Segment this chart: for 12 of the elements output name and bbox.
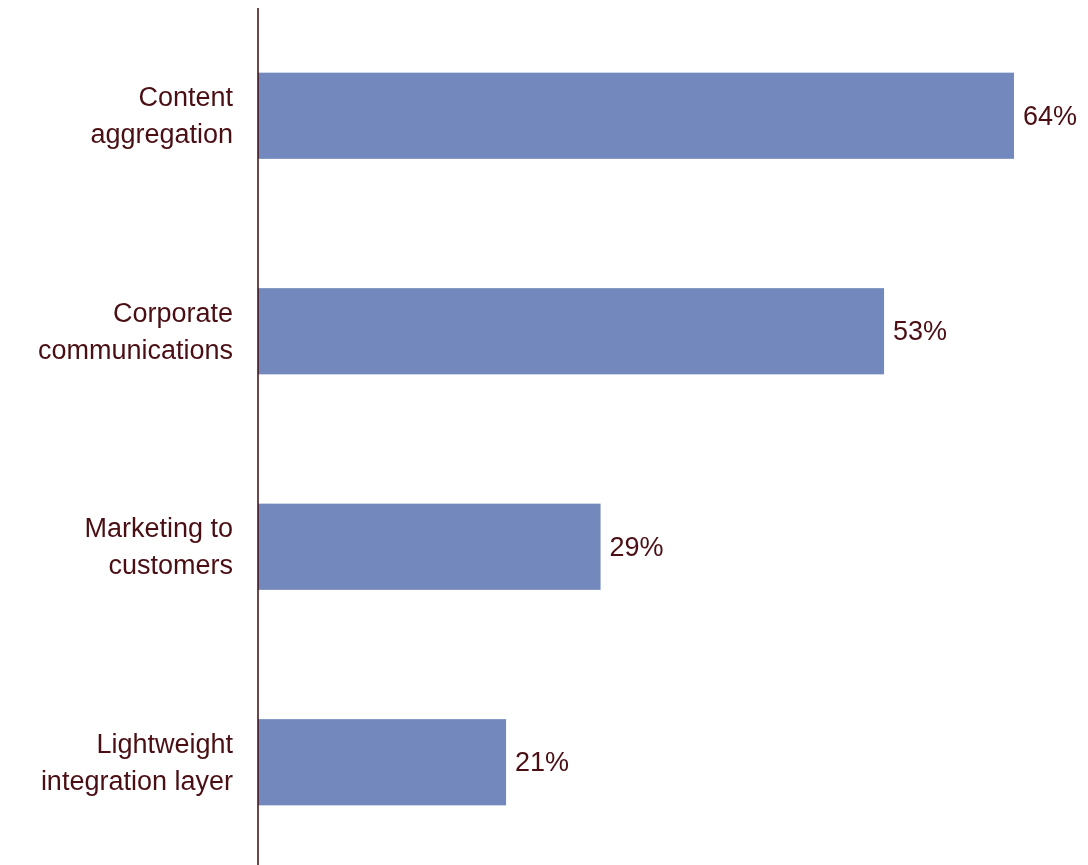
bar (258, 288, 885, 375)
y-tick-label: Content aggregation (90, 82, 234, 150)
data-label: 21% (515, 747, 570, 778)
bar (258, 719, 507, 806)
bar (258, 72, 1014, 159)
y-tick-label: Marketing to customers (84, 513, 233, 581)
data-label: 64% (1023, 100, 1078, 131)
bar (258, 503, 601, 590)
data-label: 53% (893, 316, 948, 347)
y-tick-label: Lightweight integration layer (40, 728, 234, 796)
data-label: 29% (609, 531, 664, 562)
y-tick-label: Corporate communications (37, 297, 233, 365)
